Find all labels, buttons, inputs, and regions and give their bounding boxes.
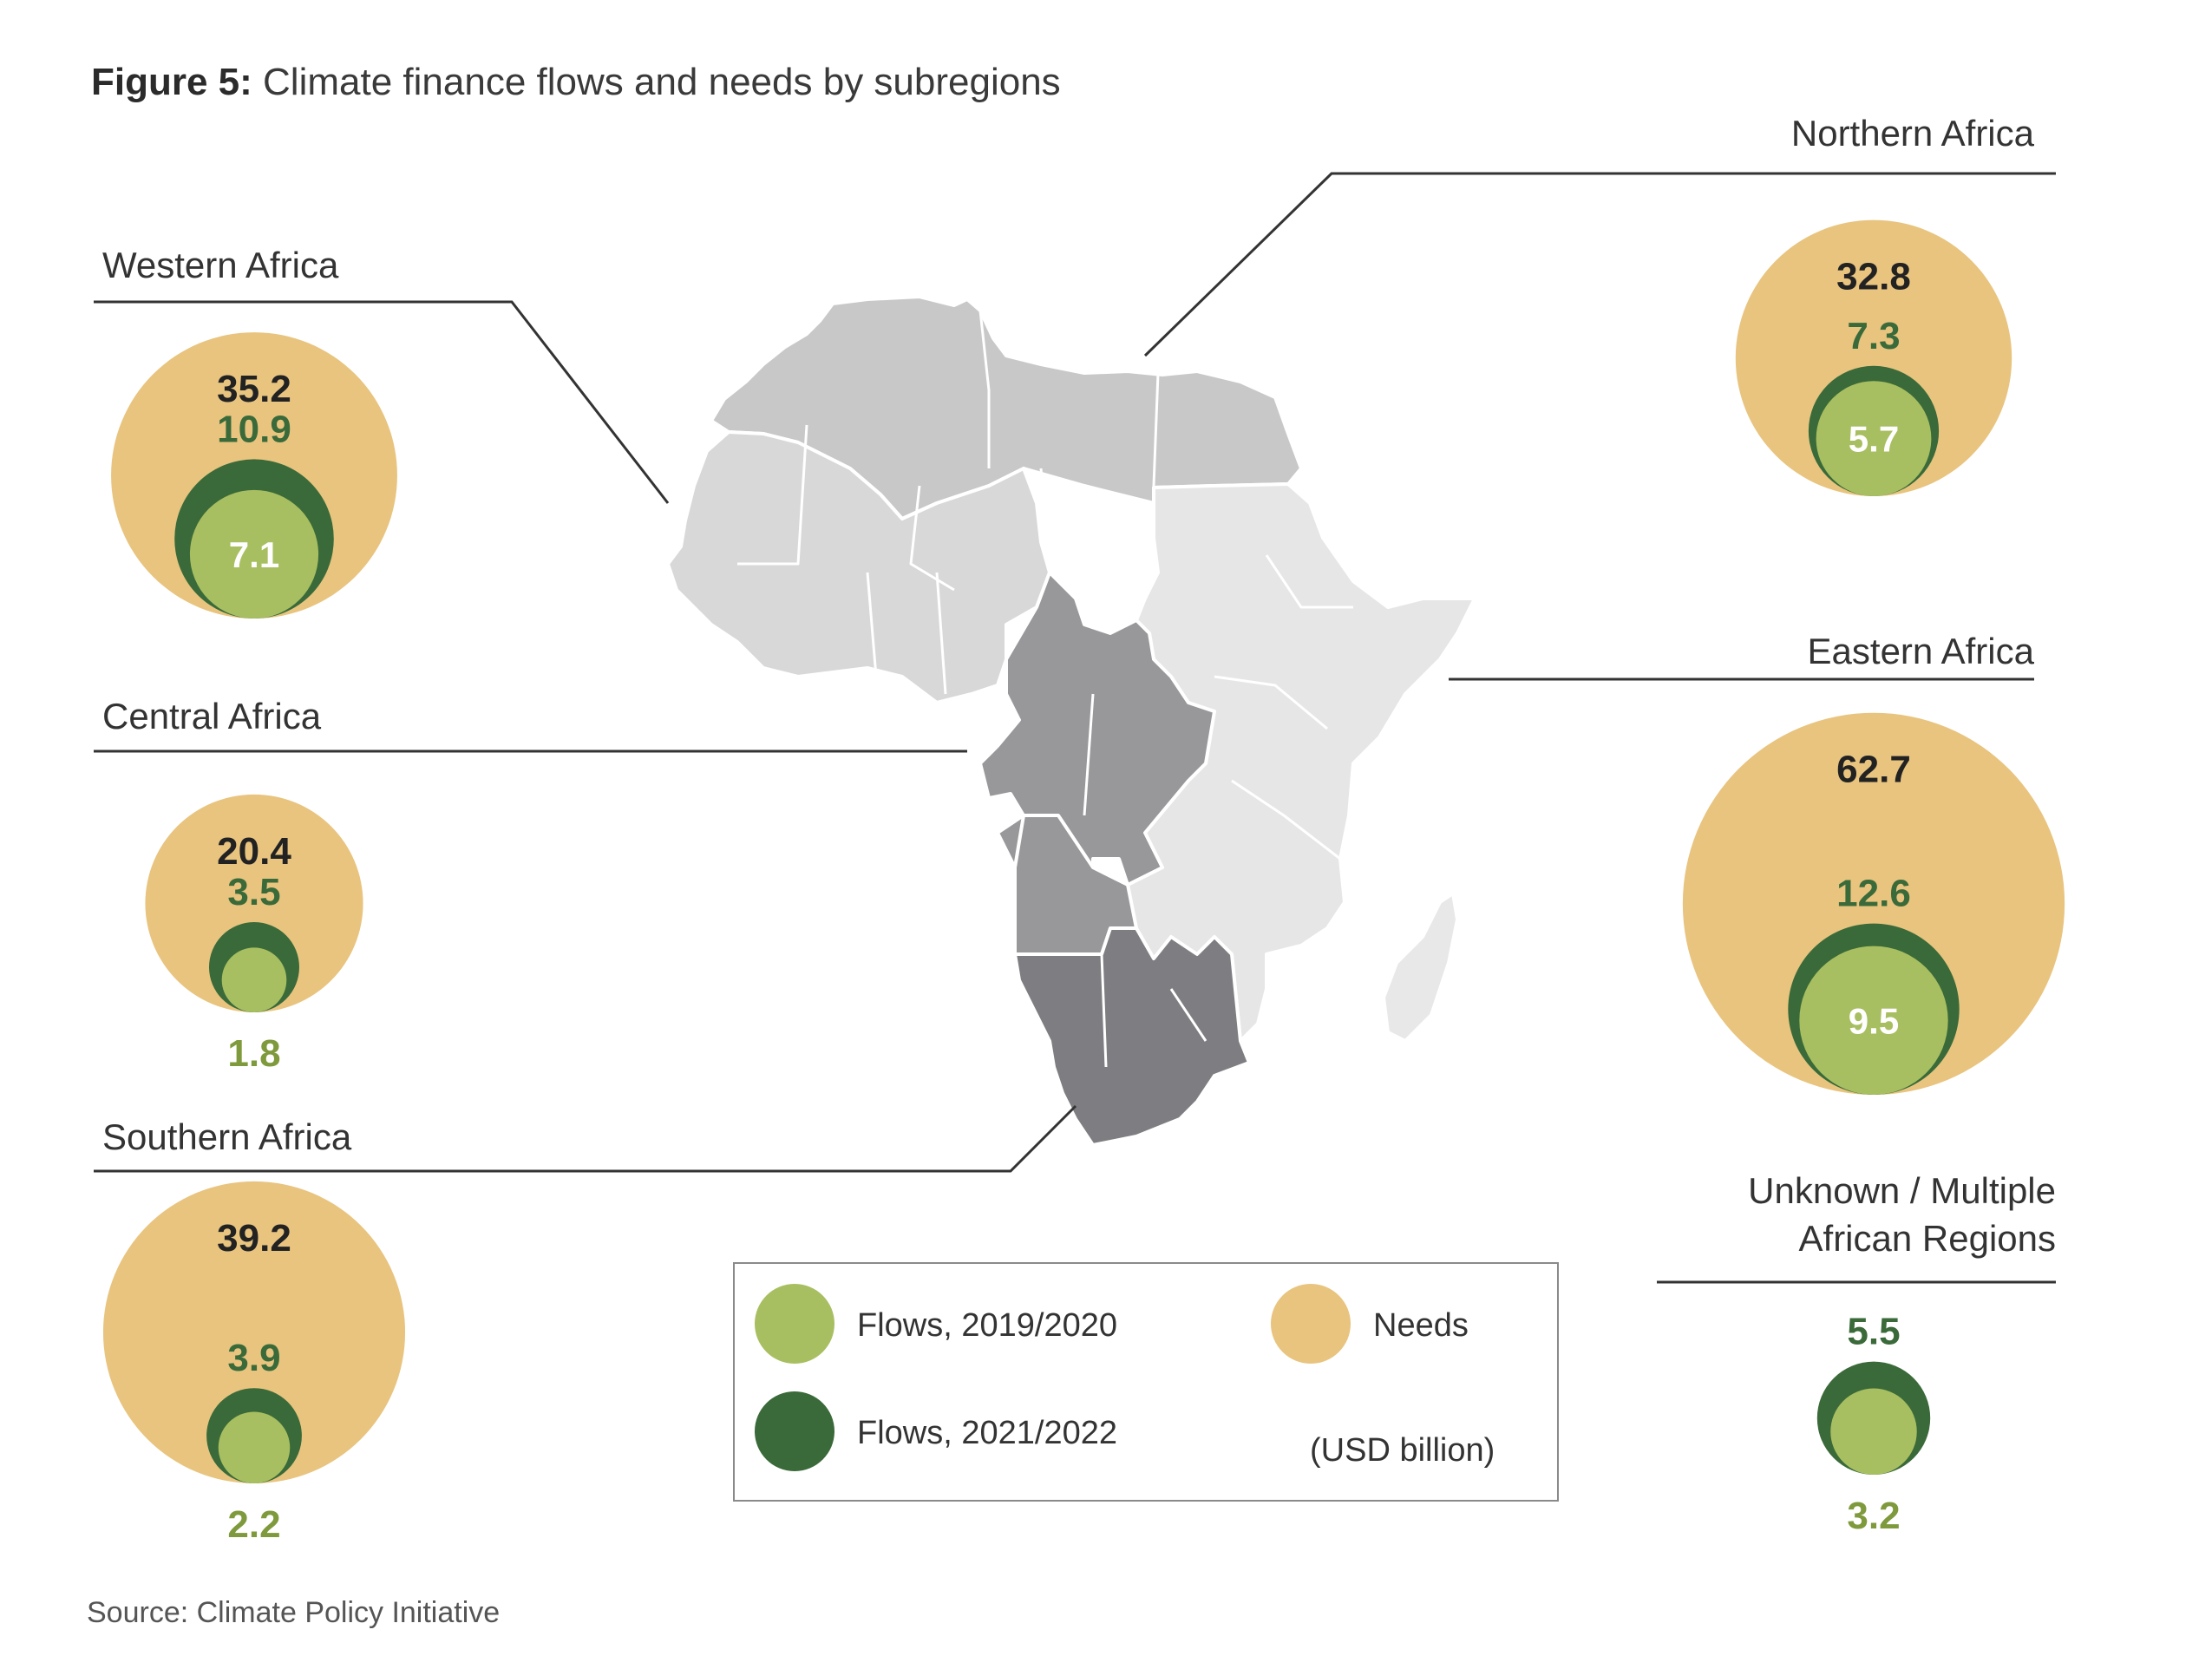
legend-unit-label: (USD billion) xyxy=(1310,1432,1495,1469)
flows-2021-value-label-southern: 3.9 xyxy=(227,1337,280,1379)
flows-2019-bubble-northern xyxy=(1816,381,1932,496)
figure-label: Figure 5: xyxy=(91,61,252,103)
legend: Flows, 2019/2020 Flows, 2021/2022 Needs … xyxy=(733,1262,1559,1502)
needs-bubble-northern xyxy=(1735,219,2012,496)
flows-2019-value-label-northern: 5.7 xyxy=(1849,419,1899,460)
flows-2019-value-label-southern: 2.2 xyxy=(227,1503,280,1546)
source-note: Source: Climate Policy Initiative xyxy=(87,1596,501,1629)
legend-swatch-flows-2019 xyxy=(755,1284,834,1364)
needs-value-label-western: 35.2 xyxy=(217,368,291,410)
figure-title: Figure 5: Climate finance flows and need… xyxy=(91,61,1061,104)
flows-2019-value-label-unknown: 3.2 xyxy=(1847,1495,1900,1537)
flows-2019-value-label-central: 1.8 xyxy=(227,1032,280,1075)
needs-bubble-central xyxy=(145,794,363,1012)
region-label-southern: Southern Africa xyxy=(102,1116,352,1157)
legend-label-flows-2021: Flows, 2021/2022 xyxy=(857,1415,1117,1451)
map-region-southern-africa xyxy=(1013,926,1251,1147)
flows-2019-bubble-unknown xyxy=(1830,1388,1917,1476)
needs-bubble-southern xyxy=(102,1181,406,1483)
leader-line-northern xyxy=(1143,172,2056,357)
bubble-layer: 35.210.9 7.1 20.43.5 1.8 39.2 3.9 2.2 32.8 7.3 5.… xyxy=(102,219,2065,1546)
map-madagascar xyxy=(1382,892,1459,1043)
figure-caption: Climate finance flows and needs by subre… xyxy=(263,61,1061,103)
needs-bubble-eastern xyxy=(1682,712,2065,1095)
region-label-northern: Northern Africa xyxy=(1791,113,2035,154)
legend-swatch-flows-2021 xyxy=(755,1391,834,1471)
flows-2019-value-label-eastern: 9.5 xyxy=(1849,1000,1899,1041)
needs-value-label-southern: 39.2 xyxy=(217,1217,291,1260)
flows-2021-value-label-central: 3.5 xyxy=(227,871,280,913)
needs-value-label-central: 20.4 xyxy=(217,830,291,873)
leader-line-western xyxy=(94,300,670,504)
flows-2021-value-label-eastern: 12.6 xyxy=(1836,873,1911,915)
map-region-western-africa xyxy=(666,430,1051,704)
region-label-eastern: Eastern Africa xyxy=(1808,631,2035,671)
africa-map xyxy=(666,295,1476,1147)
country-borders xyxy=(737,310,1353,1068)
flows-2019-bubble-central xyxy=(221,947,287,1012)
needs-value-label-eastern: 62.7 xyxy=(1836,749,1911,791)
needs-value-label-northern: 32.8 xyxy=(1836,256,1911,298)
flows-2021-value-label-northern: 7.3 xyxy=(1847,315,1900,357)
flows-2019-bubble-southern xyxy=(218,1411,291,1484)
legend-label-needs: Needs xyxy=(1373,1307,1469,1344)
region-label-western: Western Africa xyxy=(102,245,339,285)
leader-lines xyxy=(94,172,2056,1284)
region-label-unknown-line2: African Regions xyxy=(1799,1218,2056,1259)
leader-line-southern xyxy=(94,1104,1077,1173)
region-label-unknown-line1: Unknown / Multiple xyxy=(1748,1170,2056,1211)
legend-swatch-needs xyxy=(1271,1284,1351,1364)
flows-2019-bubble-eastern xyxy=(1799,946,1948,1096)
flows-2019-bubble-western xyxy=(189,489,319,619)
legend-box xyxy=(733,1262,1559,1502)
legend-label-flows-2019: Flows, 2019/2020 xyxy=(857,1307,1117,1344)
flows-2021-value-label-western: 10.9 xyxy=(217,408,291,450)
region-labels: Western Africa Central Africa Southern A… xyxy=(102,113,2056,1259)
flows-2021-value-label-unknown: 5.5 xyxy=(1847,1311,1900,1353)
flows-2019-value-label-western: 7.1 xyxy=(229,534,279,575)
region-label-central: Central Africa xyxy=(102,696,322,736)
